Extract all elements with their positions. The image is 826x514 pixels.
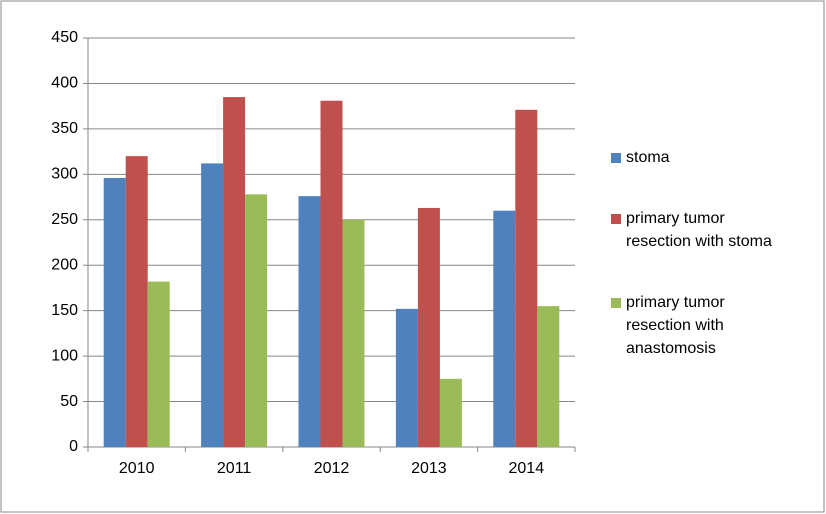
legend-item: primary tumor resection with stoma	[611, 207, 791, 253]
y-tick-label: 100	[51, 347, 78, 364]
bar	[223, 97, 246, 448]
y-tick-label: 350	[51, 120, 78, 137]
bar	[298, 196, 321, 447]
bar	[147, 281, 170, 447]
bar	[395, 308, 418, 447]
legend-label: stoma	[626, 149, 670, 166]
bar	[320, 100, 343, 448]
x-tick-label: 2010	[119, 460, 155, 477]
legend-item: stoma	[611, 146, 791, 169]
legend-swatch	[611, 298, 621, 308]
x-tick-label: 2013	[411, 460, 447, 477]
y-tick-label: 50	[60, 393, 78, 410]
y-tick-label: 400	[51, 75, 78, 92]
y-tick-label: 300	[51, 166, 78, 183]
bar	[439, 378, 462, 447]
y-tick-label: 200	[51, 256, 78, 273]
legend-label: primary tumor resection with anastomosis	[626, 294, 725, 357]
bar	[201, 163, 224, 447]
y-tick-label: 250	[51, 211, 78, 228]
bar	[515, 109, 538, 448]
x-tick-label: 2011	[217, 460, 252, 477]
x-tick-label: 2014	[509, 460, 545, 477]
bar	[245, 194, 268, 447]
legend-swatch	[611, 214, 621, 224]
bar	[493, 210, 516, 447]
bar	[417, 207, 440, 447]
bar	[342, 219, 365, 447]
legend-label: primary tumor resection with stoma	[626, 210, 772, 250]
y-tick-label: 0	[69, 438, 78, 455]
x-tick-label: 2012	[314, 460, 350, 477]
bar	[103, 177, 126, 448]
bar	[125, 156, 148, 447]
legend-swatch	[611, 153, 621, 163]
bar	[537, 306, 560, 447]
y-tick-label: 150	[51, 302, 78, 319]
y-tick-label: 450	[51, 29, 78, 46]
legend-item: primary tumor resection with anastomosis	[611, 291, 791, 360]
